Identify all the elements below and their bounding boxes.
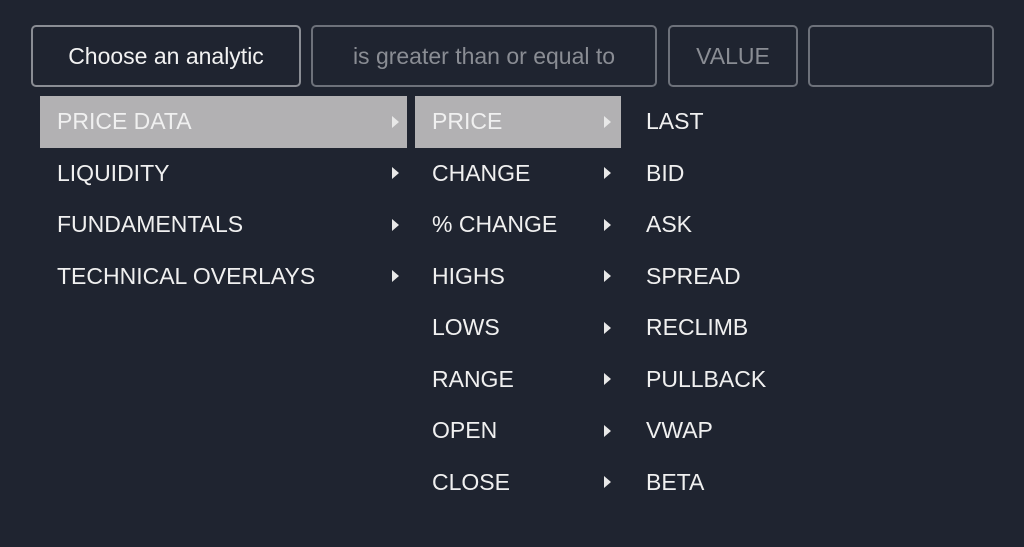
menu-item-label: CLOSE [432, 468, 510, 495]
menu-level2: PRICE CHANGE % CHANGE HIGHS LOWS RANGE OPEN CLO… [415, 96, 621, 508]
menu-item-label: % CHANGE [432, 211, 558, 238]
menu-item-label: LOWS [432, 314, 500, 341]
menu-item-label: RANGE [432, 365, 514, 392]
menu-item-label: OPEN [432, 417, 498, 444]
menu-item-label: SPREAD [646, 262, 741, 289]
menu-item-label: LIQUIDITY [57, 159, 170, 186]
menu-level3: LAST BID ASK SPREAD RECLIMB PULLBACK VWAP BETA [630, 96, 830, 508]
menu-item[interactable]: TECHNICAL OVERLAYS [40, 251, 407, 303]
menu-item-label: PRICE [432, 108, 503, 135]
operator-dropdown[interactable]: is greater than or equal to [311, 25, 657, 87]
submenu-arrow-icon [604, 167, 611, 180]
menu-item[interactable]: BETA [630, 457, 830, 509]
menu-item[interactable]: VWAP [630, 405, 830, 457]
menu-item[interactable]: PRICE [415, 96, 621, 148]
submenu-arrow-icon [604, 424, 611, 437]
submenu-arrow-icon [604, 270, 611, 283]
menu-item[interactable]: LOWS [415, 302, 621, 354]
submenu-arrow-icon [392, 218, 399, 231]
menu-item[interactable]: BID [630, 148, 830, 200]
menu-level1: PRICE DATA LIQUIDITY FUNDAMENTALS TECHNICAL… [40, 96, 407, 302]
analytic-dropdown[interactable]: Choose an analytic [31, 25, 301, 87]
submenu-arrow-icon [604, 373, 611, 386]
submenu-arrow-icon [604, 218, 611, 231]
menu-item[interactable]: OPEN [415, 405, 621, 457]
submenu-arrow-icon [392, 115, 399, 128]
menu-item-label: BID [646, 159, 685, 186]
menu-item-label: FUNDAMENTALS [57, 211, 244, 238]
menu-item-label: ASK [646, 211, 693, 238]
submenu-arrow-icon [604, 115, 611, 128]
menu-item-label: BETA [646, 468, 705, 495]
menu-item[interactable]: HIGHS [415, 251, 621, 303]
menu-item[interactable]: PULLBACK [630, 354, 830, 406]
menu-item-label: CHANGE [432, 159, 531, 186]
menu-item-label: TECHNICAL OVERLAYS [57, 262, 316, 289]
menu-item[interactable]: LIQUIDITY [40, 148, 407, 200]
menu-item-label: HIGHS [432, 262, 505, 289]
value-input[interactable] [808, 25, 994, 87]
value-type-button[interactable]: VALUE [668, 25, 798, 87]
menu-item[interactable]: FUNDAMENTALS [40, 199, 407, 251]
menu-item[interactable]: RANGE [415, 354, 621, 406]
menu-item[interactable]: CLOSE [415, 457, 621, 509]
menu-item[interactable]: RECLIMB [630, 302, 830, 354]
menu-item[interactable]: LAST [630, 96, 830, 148]
menu-item[interactable]: ASK [630, 199, 830, 251]
menu-item-label: PULLBACK [646, 365, 767, 392]
menu-item-label: RECLIMB [646, 314, 749, 341]
submenu-arrow-icon [392, 167, 399, 180]
submenu-arrow-icon [392, 270, 399, 283]
menu-item-label: VWAP [646, 417, 713, 444]
menu-item[interactable]: PRICE DATA [40, 96, 407, 148]
menu-item[interactable]: % CHANGE [415, 199, 621, 251]
menu-item-label: LAST [646, 108, 704, 135]
submenu-arrow-icon [604, 321, 611, 334]
menu-item[interactable]: CHANGE [415, 148, 621, 200]
menu-item[interactable]: SPREAD [630, 251, 830, 303]
menu-item-label: PRICE DATA [57, 108, 192, 135]
submenu-arrow-icon [604, 476, 611, 489]
